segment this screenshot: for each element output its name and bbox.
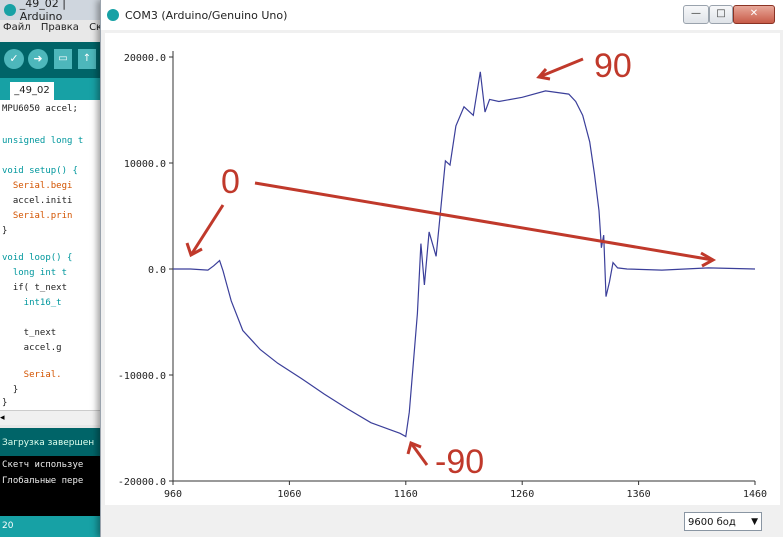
code-line: MPU6050 accel; [2, 104, 78, 114]
annotations: 0 90 -90 [185, 47, 717, 481]
code-line: Serial.prin [2, 211, 73, 221]
arrow-right-icon: ➜ [33, 52, 43, 65]
code-line: void loop() { [2, 253, 73, 263]
y-tick-label: 0.0 [148, 265, 166, 276]
plotter-title-bar: COM3 (Arduino/Genuino Uno) — □ ✕ [101, 0, 783, 30]
check-icon: ✓ [9, 52, 19, 65]
code-line: unsigned long t [2, 136, 84, 146]
code-line: accel.initi [2, 196, 73, 206]
ide-footer: 20 [0, 516, 110, 537]
annotation-zero-arrowhead-left [185, 242, 203, 258]
verify-button[interactable]: ✓ [4, 49, 24, 69]
serial-plotter-window: COM3 (Arduino/Genuino Uno) — □ ✕ 20000.0… [100, 0, 783, 537]
annotation-zero-arrow-right [254, 181, 714, 262]
close-icon: ✕ [749, 8, 759, 19]
x-tick-label: 1060 [277, 489, 301, 500]
annotation-zero-arrowhead-right [700, 251, 717, 268]
code-line: Serial. [2, 370, 62, 380]
horizontal-scrollbar[interactable]: ◂ [0, 410, 104, 425]
x-axis-ticks: 960 1060 1160 1260 1360 1460 [164, 481, 767, 500]
plotter-bottom-bar: 9600 бод ▼ [101, 506, 783, 537]
ide-toolbar: ✓ ➜ ▭ ↑ [0, 42, 110, 78]
x-tick-label: 1160 [394, 489, 418, 500]
baud-rate-select[interactable]: 9600 бод ▼ [684, 512, 762, 531]
annotation-ninety-arrowhead [536, 68, 551, 81]
ide-title-bar: _49_02 | Arduino [0, 0, 110, 23]
annotation-ninety-arrow [538, 57, 584, 79]
annotation-ninety: 90 [594, 47, 632, 85]
ide-console: Скетч используе Глобальные пере [0, 456, 110, 516]
ide-tab-strip: _49_02 [0, 78, 110, 100]
document-icon: ▭ [58, 53, 68, 64]
baud-rate-value: 9600 бод [688, 517, 736, 528]
plotter-title: COM3 (Arduino/Genuino Uno) [125, 9, 288, 22]
code-editor[interactable]: MPU6050 accel; unsigned long t void setu… [0, 100, 104, 410]
arduino-ide-window: _49_02 | Arduino Файл Правка Скет ✓ ➜ ▭ … [0, 0, 110, 537]
code-line: int16_t [2, 298, 62, 308]
maximize-button[interactable]: □ [709, 5, 733, 24]
menu-sketch[interactable]: Скет [89, 22, 110, 33]
x-tick-label: 1360 [627, 489, 651, 500]
code-line: Serial.begi [2, 181, 73, 191]
y-axis-ticks: 20000.0 10000.0 0.0 -10000.0 -20000.0 [118, 53, 173, 488]
annotation-minus-ninety: -90 [435, 443, 484, 481]
console-line: Глобальные пере [2, 476, 84, 486]
ide-title: _49_02 | Arduino [19, 0, 66, 23]
code-line: accel.g [2, 343, 62, 353]
open-button[interactable]: ↑ [78, 49, 96, 69]
annotation-minus-ninety-arrowhead [406, 440, 422, 455]
annotation-zero: 0 [221, 163, 240, 201]
status-text: Загрузка завершен [2, 438, 95, 448]
arrow-up-icon: ↑ [82, 53, 92, 64]
chevron-left-icon[interactable]: ◂ [0, 413, 5, 423]
annotation-zero-arrow-left [189, 204, 225, 256]
x-tick-label: 960 [164, 489, 182, 500]
data-series-line [173, 71, 756, 438]
plot-svg: 20000.0 10000.0 0.0 -10000.0 -20000.0 960 106… [118, 47, 767, 500]
x-tick-label: 1260 [510, 489, 534, 500]
y-tick-label: -20000.0 [118, 477, 166, 488]
code-line: } [2, 226, 8, 236]
close-button[interactable]: ✕ [733, 5, 775, 24]
line-number: 20 [2, 521, 14, 531]
minimize-button[interactable]: — [683, 5, 709, 24]
y-tick-label: -10000.0 [118, 371, 166, 382]
annotation-minus-ninety-arrow [409, 442, 429, 466]
y-tick-label: 10000.0 [124, 159, 166, 170]
sketch-tab[interactable]: _49_02 [10, 82, 54, 100]
code-line: long int t [2, 268, 68, 278]
chevron-down-icon: ▼ [751, 517, 758, 527]
y-tick-label: 20000.0 [124, 53, 166, 64]
menu-edit[interactable]: Правка [40, 22, 79, 33]
code-line: t_next [2, 328, 57, 338]
arduino-logo-icon [107, 9, 119, 21]
code-line: } [2, 385, 19, 395]
code-line: void setup() { [2, 166, 78, 176]
ide-menu-bar: Файл Правка Скет [0, 22, 110, 38]
new-button[interactable]: ▭ [54, 49, 72, 69]
plot-axes [172, 51, 755, 482]
upload-button[interactable]: ➜ [28, 49, 48, 69]
ide-status-bar: Загрузка завершен [0, 428, 110, 456]
x-tick-label: 1460 [743, 489, 767, 500]
code-line: } [2, 398, 8, 408]
console-line: Скетч используе [2, 460, 84, 470]
arduino-logo-icon [4, 4, 16, 16]
maximize-icon: □ [716, 8, 726, 19]
minimize-icon: — [691, 8, 701, 19]
plot-area: 20000.0 10000.0 0.0 -10000.0 -20000.0 960 106… [105, 33, 780, 505]
code-line: if( t_next [2, 283, 68, 293]
menu-file[interactable]: Файл [3, 22, 31, 33]
